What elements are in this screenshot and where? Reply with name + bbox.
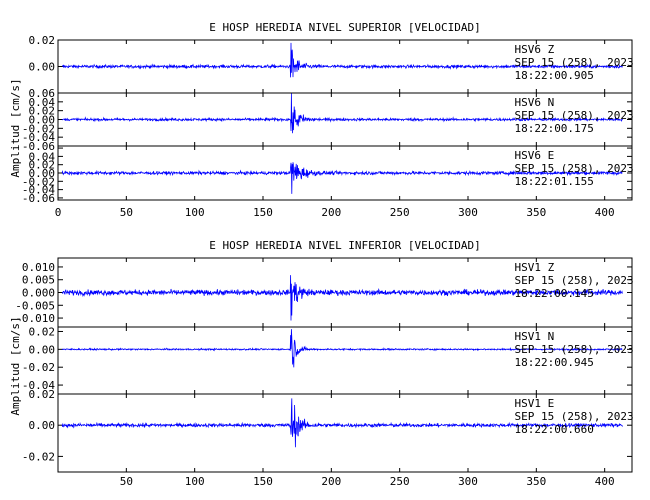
y-tick-label: -0.010 [15,312,55,325]
date-label: SEP 15 (258), 2023 [514,109,633,122]
y-tick-label: 0.00 [29,61,56,74]
waveform-hsv6-n [61,93,623,134]
x-tick-label: 400 [595,206,615,219]
station-label: HSV6 Z [514,43,554,56]
x-tick-label: 400 [595,475,615,488]
waveform-hsv6-z [61,42,623,78]
waveform-hsv1-n [61,329,623,368]
chart-title: E HOSP HEREDIA NIVEL INFERIOR [VELOCIDAD… [209,239,481,252]
x-tick-label: 50 [120,475,133,488]
y-tick-label: -0.04 [22,131,55,144]
y-tick-label: 0.02 [29,34,56,47]
y-tick-label: 0.02 [29,105,56,118]
waveform-hsv1-e [61,398,623,448]
x-tick-label: 200 [321,475,341,488]
chart-title: E HOSP HEREDIA NIVEL SUPERIOR [VELOCIDAD… [209,21,481,34]
time-label: 18:22:00.145 [514,287,593,300]
panel-hsv6-n: -0.06-0.04-0.020.000.020.040.06 HSV6 NSEP… [22,87,634,153]
y-tick-label: -0.06 [22,140,55,153]
x-tick-label: 250 [390,475,410,488]
x-tick-label: 50 [120,206,133,219]
y-axis-label: Amplitud [cm/s] [9,78,22,177]
y-tick-label: 0.005 [22,274,55,287]
time-label: 18:22:01.155 [514,175,593,188]
y-tick-label: 0.00 [29,167,56,180]
y-tick-label: 0.000 [22,287,55,300]
y-tick-label: 0.00 [29,343,56,356]
x-tick-label: 250 [390,206,410,219]
time-label: 18:22:00.660 [514,423,593,436]
date-label: SEP 15 (258), 2023 [514,56,633,69]
seismogram-group-inferior: E HOSP HEREDIA NIVEL INFERIOR [VELOCIDAD… [9,239,634,488]
y-tick-label: -0.02 [22,361,55,374]
y-axis-label: Amplitud [cm/s] [9,316,22,415]
time-label: 18:22:00.175 [514,122,593,135]
y-tick-label: -0.02 [22,450,55,463]
waveform-hsv1-z [61,275,623,321]
y-tick-label: 0.04 [29,96,56,109]
date-label: SEP 15 (258), 2023 [514,410,633,423]
x-tick-label: 150 [253,206,273,219]
y-tick-label: 0.010 [22,261,55,274]
y-tick-label: -0.005 [15,299,55,312]
station-label: HSV1 Z [514,261,554,274]
y-tick-label: -0.02 [22,122,55,135]
x-tick-label: 100 [185,206,205,219]
y-tick-label: 0.00 [29,419,56,432]
y-tick-label: -0.06 [22,192,55,205]
panel-frame [57,393,633,473]
y-tick-label: 0.04 [29,150,56,163]
y-tick-label: 0.02 [29,159,56,172]
station-label: HSV6 E [514,149,554,162]
seismogram-group-superior: E HOSP HEREDIA NIVEL SUPERIOR [VELOCIDAD… [9,21,634,219]
x-tick-label: 100 [185,475,205,488]
date-label: SEP 15 (258), 2023 [514,162,633,175]
x-tick-label: 350 [526,475,546,488]
date-label: SEP 15 (258), 2023 [514,343,633,356]
y-tick-label: 0.02 [29,388,56,401]
time-label: 18:22:00.945 [514,356,593,369]
y-tick-label: 0.02 [29,325,56,338]
date-label: SEP 15 (258), 2023 [514,274,633,287]
y-tick-label: -0.04 [22,379,55,392]
time-label: 18:22:00.905 [514,69,593,82]
x-tick-label: 300 [458,206,478,219]
x-tick-label: 300 [458,475,478,488]
y-tick-label: -0.04 [22,184,55,197]
y-tick-label: 0.06 [29,87,56,100]
waveform-hsv6-e [61,162,623,194]
station-label: HSV1 N [514,330,554,343]
station-label: HSV1 E [514,397,554,410]
station-label: HSV6 N [514,96,554,109]
x-tick-label: 350 [526,206,546,219]
y-tick-label: -0.02 [22,175,55,188]
x-tick-label: 150 [253,475,273,488]
x-tick-label: 0 [55,206,62,219]
x-tick-label: 200 [321,206,341,219]
y-tick-label: 0.00 [29,114,56,127]
